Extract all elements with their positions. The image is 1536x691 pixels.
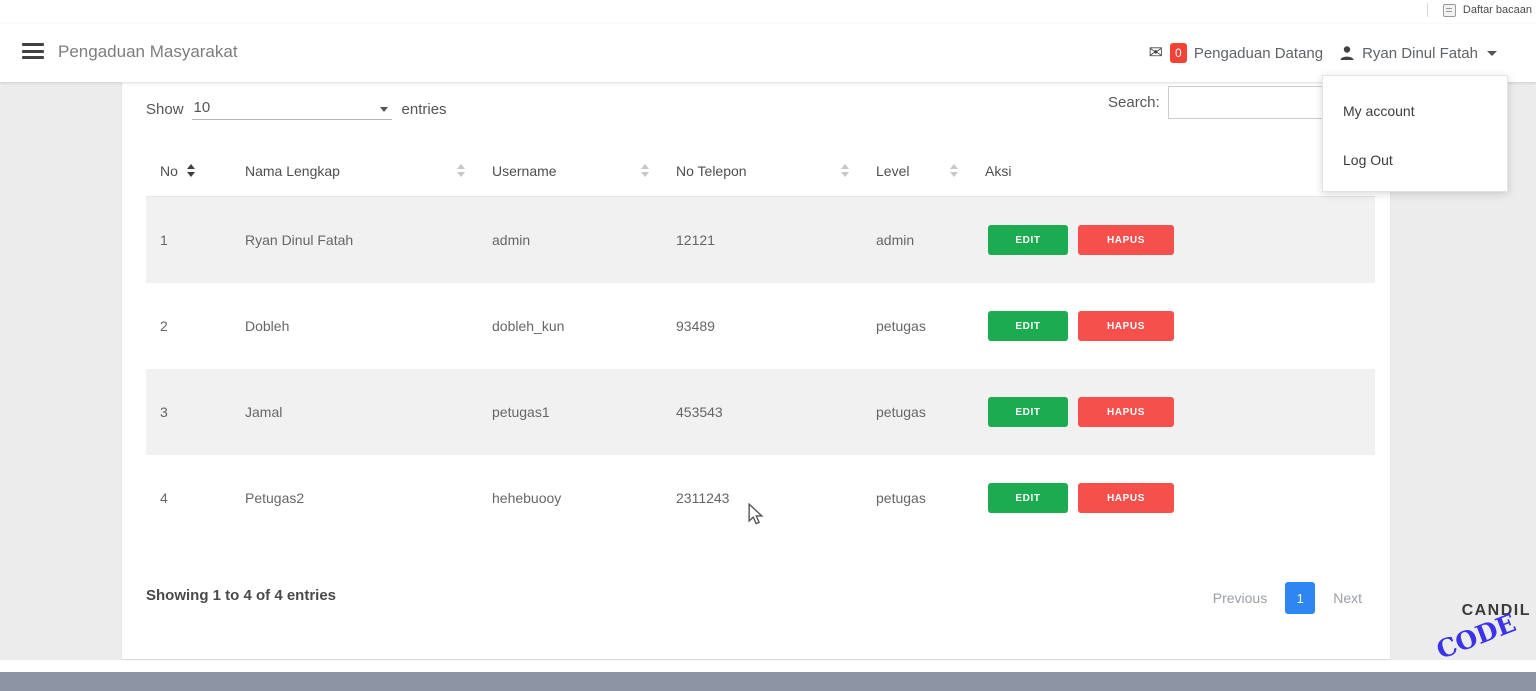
edit-button[interactable]: EDIT <box>988 225 1068 255</box>
cell-phone: 12121 <box>676 232 715 248</box>
watermark-line1: CANDIL <box>1461 602 1531 619</box>
table-info-text: Showing 1 to 4 of 4 entries <box>146 587 337 604</box>
sort-icon <box>949 163 959 178</box>
cell-level: petugas <box>876 318 926 334</box>
table-header-row: No Nama Lengkap Username No Telepon Leve… <box>146 145 1375 197</box>
watermark: CANDIL CODE <box>1432 602 1531 665</box>
chevron-down-icon[interactable] <box>1487 50 1497 56</box>
column-header-aksi: Aksi <box>985 162 1012 179</box>
current-page-button[interactable]: 1 <box>1285 582 1316 614</box>
incoming-complaints-link[interactable]: Pengaduan Datang <box>1193 44 1324 62</box>
delete-button[interactable]: HAPUS <box>1078 397 1174 427</box>
table-row: 3 Jamal petugas1 453543 petugas EDIT HAP… <box>146 369 1375 455</box>
cell-no: 3 <box>160 404 168 420</box>
cell-no: 1 <box>160 232 168 248</box>
cell-phone: 453543 <box>676 404 723 420</box>
pagination: Previous 1 Next <box>1213 582 1362 614</box>
mouse-cursor <box>746 502 765 530</box>
edit-button[interactable]: EDIT <box>988 397 1068 427</box>
navbar-right-cluster: ✉ 0 Pengaduan Datang Ryan Dinul Fatah <box>1149 24 1497 82</box>
table-row: 2 Dobleh dobleh_kun 93489 petugas EDIT H… <box>146 283 1375 369</box>
menu-item-log-out[interactable]: Log Out <box>1343 151 1393 168</box>
mail-icon: ✉ <box>1148 43 1163 62</box>
column-header-no[interactable]: No <box>146 163 231 179</box>
cell-level: petugas <box>876 490 926 506</box>
page-length-value: 10 <box>193 99 211 116</box>
divider <box>1426 3 1428 17</box>
cell-level: admin <box>876 232 915 248</box>
reading-list-label: Daftar bacaan <box>1462 4 1532 16</box>
user-dropdown-toggle[interactable]: Ryan Dinul Fatah <box>1362 44 1478 62</box>
column-header-username[interactable]: Username <box>478 163 662 179</box>
cell-name: Ryan Dinul Fatah <box>245 232 354 248</box>
cell-level: petugas <box>876 404 926 420</box>
menu-item-my-account[interactable]: My account <box>1343 102 1415 119</box>
cell-username: admin <box>492 232 531 248</box>
edit-button[interactable]: EDIT <box>988 311 1068 341</box>
sort-icon <box>840 163 850 178</box>
column-header-level[interactable]: Level <box>862 163 971 179</box>
cell-username: dobleh_kun <box>492 318 565 334</box>
cell-actions: EDIT HAPUS <box>971 225 1375 255</box>
edit-button[interactable]: EDIT <box>988 483 1068 513</box>
next-page-button[interactable]: Next <box>1333 590 1362 606</box>
user-dropdown-menu: My account Log Out <box>1322 75 1508 192</box>
delete-button[interactable]: HAPUS <box>1078 483 1174 513</box>
sort-icon <box>186 163 196 178</box>
card-bottom-margin <box>122 660 1536 672</box>
cell-name: Dobleh <box>245 318 290 334</box>
entries-label: entries <box>401 101 447 118</box>
delete-button[interactable]: HAPUS <box>1078 311 1174 341</box>
sort-icon <box>456 163 466 178</box>
page-title: Pengaduan Masyarakat <box>58 42 238 61</box>
cell-phone: 93489 <box>676 318 715 334</box>
bottom-taskbar-strip <box>0 672 1536 691</box>
notification-badge: 0 <box>1169 43 1187 63</box>
cell-username: petugas1 <box>492 404 550 420</box>
show-label: Show <box>146 101 184 118</box>
cell-phone: 2311243 <box>676 490 730 506</box>
cell-username: hehebuooy <box>492 490 562 506</box>
hamburger-menu-icon[interactable] <box>22 43 44 61</box>
reading-list-icon <box>1442 3 1456 17</box>
users-table: No Nama Lengkap Username No Telepon Leve… <box>146 145 1375 541</box>
cell-actions: EDIT HAPUS <box>971 397 1375 427</box>
page-length-control: Show 10 entries <box>146 88 447 120</box>
content-card: Show 10 entries Search: No Nama Lengkap … <box>122 82 1390 660</box>
table-row: 1 Ryan Dinul Fatah admin 12121 admin EDI… <box>146 197 1375 283</box>
column-header-no-telepon[interactable]: No Telepon <box>662 163 862 179</box>
cell-actions: EDIT HAPUS <box>971 311 1375 341</box>
cell-name: Petugas2 <box>245 490 305 506</box>
column-header-nama-lengkap[interactable]: Nama Lengkap <box>231 163 478 179</box>
reading-list-button[interactable]: Daftar bacaan <box>1426 3 1532 17</box>
search-label: Search: <box>1108 94 1160 111</box>
user-icon <box>1339 45 1355 61</box>
previous-page-button[interactable]: Previous <box>1212 590 1268 606</box>
page-length-select[interactable]: 10 <box>191 99 392 120</box>
table-row: 4 Petugas2 hehebuooy 2311243 petugas EDI… <box>146 455 1375 541</box>
cell-actions: EDIT HAPUS <box>971 483 1375 513</box>
delete-button[interactable]: HAPUS <box>1078 225 1174 255</box>
app-navbar: Pengaduan Masyarakat ✉ 0 Pengaduan Datan… <box>0 24 1536 82</box>
select-caret-icon <box>379 107 388 112</box>
cell-no: 4 <box>160 490 168 506</box>
cell-name: Jamal <box>245 404 283 420</box>
browser-bookmarks-bar: Daftar bacaan <box>0 0 1536 24</box>
cell-no: 2 <box>160 318 168 334</box>
sort-icon <box>640 163 650 178</box>
